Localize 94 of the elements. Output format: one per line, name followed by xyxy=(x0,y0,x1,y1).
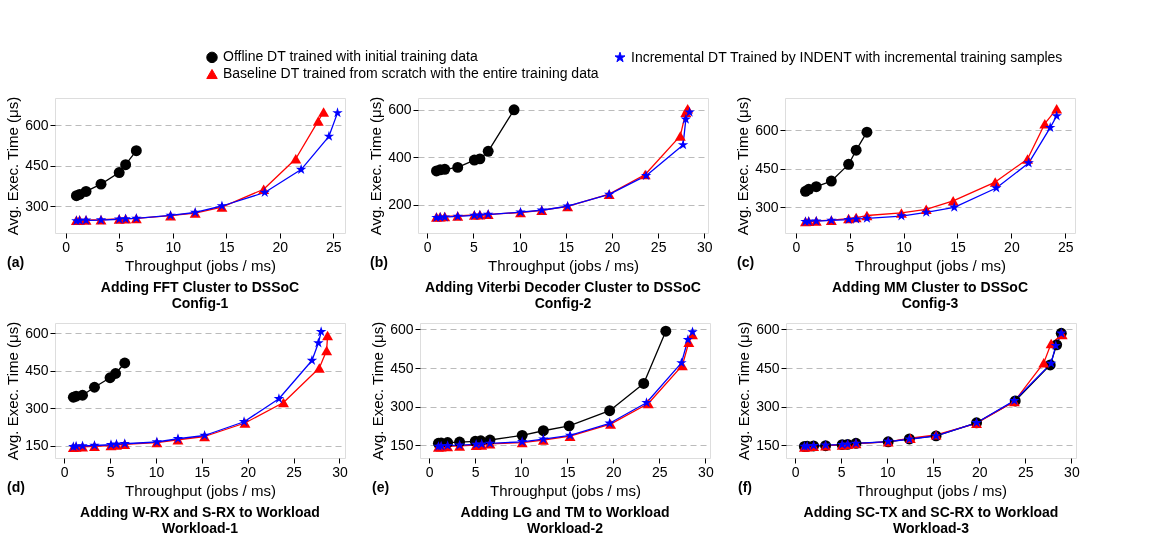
x-tick-label: 10 xyxy=(148,463,165,480)
x-tick-label: 0 xyxy=(791,463,800,480)
y-axis-title: Avg. Exec. Time (μs) xyxy=(367,96,385,236)
y-tick-label: 300 xyxy=(756,398,780,415)
legend-label: Incremental DT Trained by INDENT with incremental training samples xyxy=(631,48,1063,65)
x-tick-label: 25 xyxy=(652,463,668,480)
y-tick-label: 600 xyxy=(390,320,414,337)
y-axis-title: Avg. Exec. Time (μs) xyxy=(4,321,22,461)
text: (c) xyxy=(737,254,755,270)
y-axis-title: Avg. Exec. Time (μs) xyxy=(369,321,387,461)
y-tick-label: 600 xyxy=(755,121,779,138)
text: Adding MM Cluster to DSSoC xyxy=(832,279,1028,295)
x-axis-title: Throughput (jobs / ms) xyxy=(125,256,276,274)
y-tick-label: 150 xyxy=(756,436,780,453)
x-tick-label: 0 xyxy=(60,463,69,480)
x-tick-label: 10 xyxy=(896,238,913,255)
text: Config-1 xyxy=(171,295,229,311)
x-tick-label: 25 xyxy=(1058,238,1074,255)
y-tick-label: 450 xyxy=(25,157,49,173)
text: Workload-3 xyxy=(893,520,970,536)
text: Adding SC-TX and SC-RX to Workload xyxy=(803,504,1059,520)
text: Adding W-RX and S-RX to Workload xyxy=(80,504,320,520)
x-tick-label: 5 xyxy=(470,238,479,255)
x-tick-label: 15 xyxy=(950,238,966,255)
y-tick-label: 600 xyxy=(25,116,49,133)
y-tick-label: 300 xyxy=(25,399,49,416)
y-axis-title: Avg. Exec. Time (μs) xyxy=(735,321,753,461)
x-tick-label: 0 xyxy=(62,238,71,255)
text: (b) xyxy=(370,254,388,270)
text: Adding FFT Cluster to DSSoC xyxy=(100,279,300,295)
x-tick-label: 20 xyxy=(604,238,621,255)
x-tick-label: 5 xyxy=(837,463,846,480)
text: Adding Viterbi Decoder Cluster to DSSoC xyxy=(425,279,701,295)
text: (e) xyxy=(372,479,390,495)
y-tick-label: 450 xyxy=(25,362,49,378)
y-tick-label: 300 xyxy=(25,197,49,214)
x-tick-label: 20 xyxy=(272,238,289,255)
y-tick-label: 300 xyxy=(390,398,414,415)
text: (d) xyxy=(7,479,25,495)
x-tick-label: 20 xyxy=(1004,238,1020,255)
x-axis-title: Throughput (jobs / ms) xyxy=(490,481,641,499)
x-axis-title: Throughput (jobs / ms) xyxy=(125,481,276,499)
x-tick-label: 30 xyxy=(1064,463,1080,480)
x-tick-label: 5 xyxy=(471,463,480,480)
x-tick-label: 5 xyxy=(115,238,124,255)
x-tick-label: 20 xyxy=(606,463,622,480)
x-tick-label: 15 xyxy=(558,238,575,255)
y-tick-label: 450 xyxy=(756,359,780,376)
x-tick-label: 5 xyxy=(106,463,115,480)
x-tick-label: 30 xyxy=(697,238,713,255)
x-tick-label: 0 xyxy=(425,463,434,480)
x-tick-label: 10 xyxy=(879,463,896,480)
x-tick-label: 10 xyxy=(165,238,182,255)
text: Workload-1 xyxy=(162,520,239,536)
y-tick-label: 450 xyxy=(390,359,414,376)
x-tick-label: 15 xyxy=(560,463,576,480)
x-axis-title: Throughput (jobs / ms) xyxy=(488,256,639,274)
x-tick-label: 25 xyxy=(1018,463,1034,480)
y-axis-title: Avg. Exec. Time (μs) xyxy=(734,96,752,236)
x-axis-title: Throughput (jobs / ms) xyxy=(855,256,1006,274)
y-tick-label: 600 xyxy=(756,320,780,337)
y-tick-label: 300 xyxy=(755,198,779,215)
x-tick-label: 25 xyxy=(286,463,303,480)
x-tick-label: 30 xyxy=(332,463,348,480)
x-tick-label: 10 xyxy=(513,463,530,480)
y-tick-label: 400 xyxy=(388,148,412,165)
legend-label: Baseline DT trained from scratch with the entire training data xyxy=(223,65,599,81)
text: Adding LG and TM to Workload xyxy=(460,504,670,520)
y-tick-label: 200 xyxy=(388,196,412,213)
x-tick-label: 15 xyxy=(194,463,211,480)
x-tick-label: 15 xyxy=(926,463,942,480)
text: (a) xyxy=(7,254,25,270)
y-tick-label: 600 xyxy=(25,324,49,341)
x-axis-title: Throughput (jobs / ms) xyxy=(856,481,1007,499)
text: Workload-2 xyxy=(527,520,604,536)
x-tick-label: 5 xyxy=(846,238,855,255)
text: (f) xyxy=(738,479,752,495)
text: Config-3 xyxy=(901,295,959,311)
x-tick-label: 0 xyxy=(792,238,801,255)
x-tick-label: 10 xyxy=(512,238,529,255)
y-tick-label: 450 xyxy=(755,160,779,177)
x-tick-label: 30 xyxy=(698,463,714,480)
x-tick-label: 25 xyxy=(325,238,342,255)
y-axis-title: Avg. Exec. Time (μs) xyxy=(4,96,22,236)
x-tick-label: 20 xyxy=(972,463,988,480)
legend-label: Offline DT trained with initial training data xyxy=(223,48,478,65)
y-tick-label: 150 xyxy=(390,436,414,453)
x-tick-label: 25 xyxy=(650,238,667,255)
text: Config-2 xyxy=(534,295,592,311)
y-tick-label: 150 xyxy=(25,437,49,453)
x-tick-label: 20 xyxy=(240,463,257,480)
x-tick-label: 15 xyxy=(218,238,235,255)
y-tick-label: 600 xyxy=(388,101,412,118)
x-tick-label: 0 xyxy=(423,238,432,255)
